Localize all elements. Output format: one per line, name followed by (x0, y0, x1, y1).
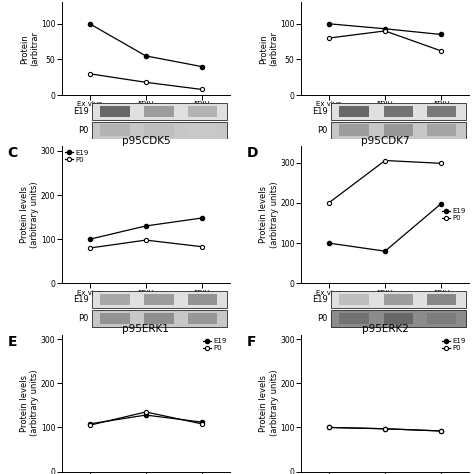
Text: E: E (8, 335, 17, 349)
Title: p95ERK1: p95ERK1 (122, 324, 169, 334)
Bar (100, 125, 130, 136)
Text: E19: E19 (312, 295, 328, 304)
Y-axis label: Protein
(arbitrar: Protein (arbitrar (20, 31, 39, 66)
Bar (331, 310, 466, 327)
Bar (331, 121, 466, 138)
Bar (427, 294, 456, 305)
Bar (383, 106, 413, 117)
Bar (100, 106, 130, 117)
Bar (339, 125, 369, 136)
Y-axis label: Protein levels
(arbitrary units): Protein levels (arbitrary units) (20, 182, 39, 248)
Text: E19: E19 (73, 295, 89, 304)
Legend: E19, P0: E19, P0 (442, 338, 466, 351)
Bar (188, 125, 217, 136)
Bar (188, 294, 217, 305)
Bar (331, 103, 466, 120)
Bar (188, 106, 217, 117)
Title: p95CDK7: p95CDK7 (361, 136, 410, 146)
Bar (339, 106, 369, 117)
Bar (92, 121, 227, 138)
Bar (383, 294, 413, 305)
Text: P0: P0 (78, 126, 89, 135)
Bar (339, 294, 369, 305)
Bar (331, 291, 466, 308)
Bar (427, 313, 456, 324)
Bar (188, 313, 217, 324)
Text: P0: P0 (78, 314, 89, 323)
Bar (100, 313, 130, 324)
Bar (383, 313, 413, 324)
Bar (92, 291, 227, 308)
Text: E19: E19 (73, 107, 89, 116)
Text: E19: E19 (312, 107, 328, 116)
Bar (145, 125, 174, 136)
Bar (92, 103, 227, 120)
Bar (100, 294, 130, 305)
Bar (145, 294, 174, 305)
Y-axis label: Protein levels
(arbitrary units): Protein levels (arbitrary units) (259, 370, 279, 437)
Legend: E19, P0: E19, P0 (203, 338, 227, 351)
Legend: E19, P0: E19, P0 (442, 209, 466, 221)
Text: F: F (247, 335, 256, 349)
Title: p95CDK5: p95CDK5 (121, 136, 170, 146)
Bar (427, 125, 456, 136)
Title: p95ERK2: p95ERK2 (362, 324, 409, 334)
Y-axis label: Protein levels
(arbitrary units): Protein levels (arbitrary units) (20, 370, 39, 437)
Text: C: C (8, 146, 18, 160)
Bar (145, 313, 174, 324)
Y-axis label: Protein levels
(arbitrary units): Protein levels (arbitrary units) (259, 182, 279, 248)
Text: P0: P0 (318, 126, 328, 135)
Bar (339, 313, 369, 324)
Bar (383, 125, 413, 136)
Bar (145, 106, 174, 117)
Legend: E19, P0: E19, P0 (65, 150, 89, 163)
Bar (92, 310, 227, 327)
Text: P0: P0 (318, 314, 328, 323)
Y-axis label: Protein
(arbitrar: Protein (arbitrar (259, 31, 279, 66)
Text: D: D (247, 146, 258, 160)
Bar (427, 106, 456, 117)
